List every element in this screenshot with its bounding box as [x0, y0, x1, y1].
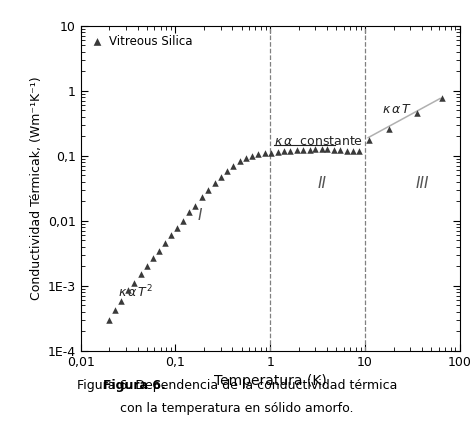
Point: [293, 147, 301, 154]
Point: [161, 240, 169, 247]
Point: [243, 155, 250, 162]
Y-axis label: Conductividad Térmicak, (Wm⁻¹K⁻¹): Conductividad Térmicak, (Wm⁻¹K⁻¹): [30, 77, 44, 300]
Point: [167, 232, 175, 239]
Point: [274, 149, 282, 155]
Point: [125, 287, 132, 294]
Text: $\kappa\, \alpha\, T^2$: $\kappa\, \alpha\, T^2$: [118, 284, 153, 300]
Point: [105, 316, 113, 323]
Point: [155, 247, 163, 254]
Point: [323, 146, 331, 153]
Point: [131, 280, 138, 287]
Point: [173, 224, 181, 231]
Point: [330, 146, 337, 153]
Point: [223, 168, 231, 175]
Point: [230, 163, 237, 169]
Point: [149, 254, 157, 261]
Point: [204, 186, 211, 193]
Text: $\kappa\, \alpha$  constante: $\kappa\, \alpha$ constante: [274, 135, 363, 148]
Point: [311, 146, 319, 153]
Point: [318, 146, 326, 153]
Text: Figura 6.: Figura 6.: [103, 379, 166, 392]
Text: III: III: [415, 175, 429, 190]
Point: [198, 194, 206, 201]
Text: II: II: [317, 175, 326, 190]
X-axis label: Temperatura (K): Temperatura (K): [214, 374, 327, 388]
Point: [299, 146, 306, 153]
Point: [185, 209, 193, 216]
Legend: Vitreous Silica: Vitreous Silica: [86, 32, 196, 52]
Point: [286, 147, 293, 154]
Point: [236, 158, 244, 165]
Point: [385, 125, 393, 132]
Point: [413, 109, 420, 116]
Text: $\kappa\, \alpha\, T$: $\kappa\, \alpha\, T$: [382, 103, 412, 116]
Point: [438, 94, 446, 101]
Point: [337, 147, 344, 154]
Point: [344, 147, 351, 154]
Point: [137, 271, 145, 278]
Point: [143, 263, 151, 270]
Text: Figura 6. Dependencia de la conductividad térmica: Figura 6. Dependencia de la conductivida…: [77, 379, 397, 392]
Point: [280, 148, 288, 155]
Point: [217, 173, 224, 180]
Point: [118, 298, 125, 305]
Point: [211, 180, 219, 187]
Point: [111, 307, 118, 314]
Point: [349, 148, 357, 155]
Point: [306, 146, 313, 153]
Text: I: I: [197, 208, 202, 223]
Point: [191, 202, 199, 209]
Point: [365, 137, 373, 143]
Point: [255, 151, 262, 158]
Text: con la temperatura en sólido amorfo.: con la temperatura en sólido amorfo.: [120, 402, 354, 415]
Point: [261, 150, 269, 157]
Point: [179, 217, 187, 224]
Point: [249, 152, 256, 159]
Point: [267, 149, 275, 156]
Point: [356, 148, 363, 155]
